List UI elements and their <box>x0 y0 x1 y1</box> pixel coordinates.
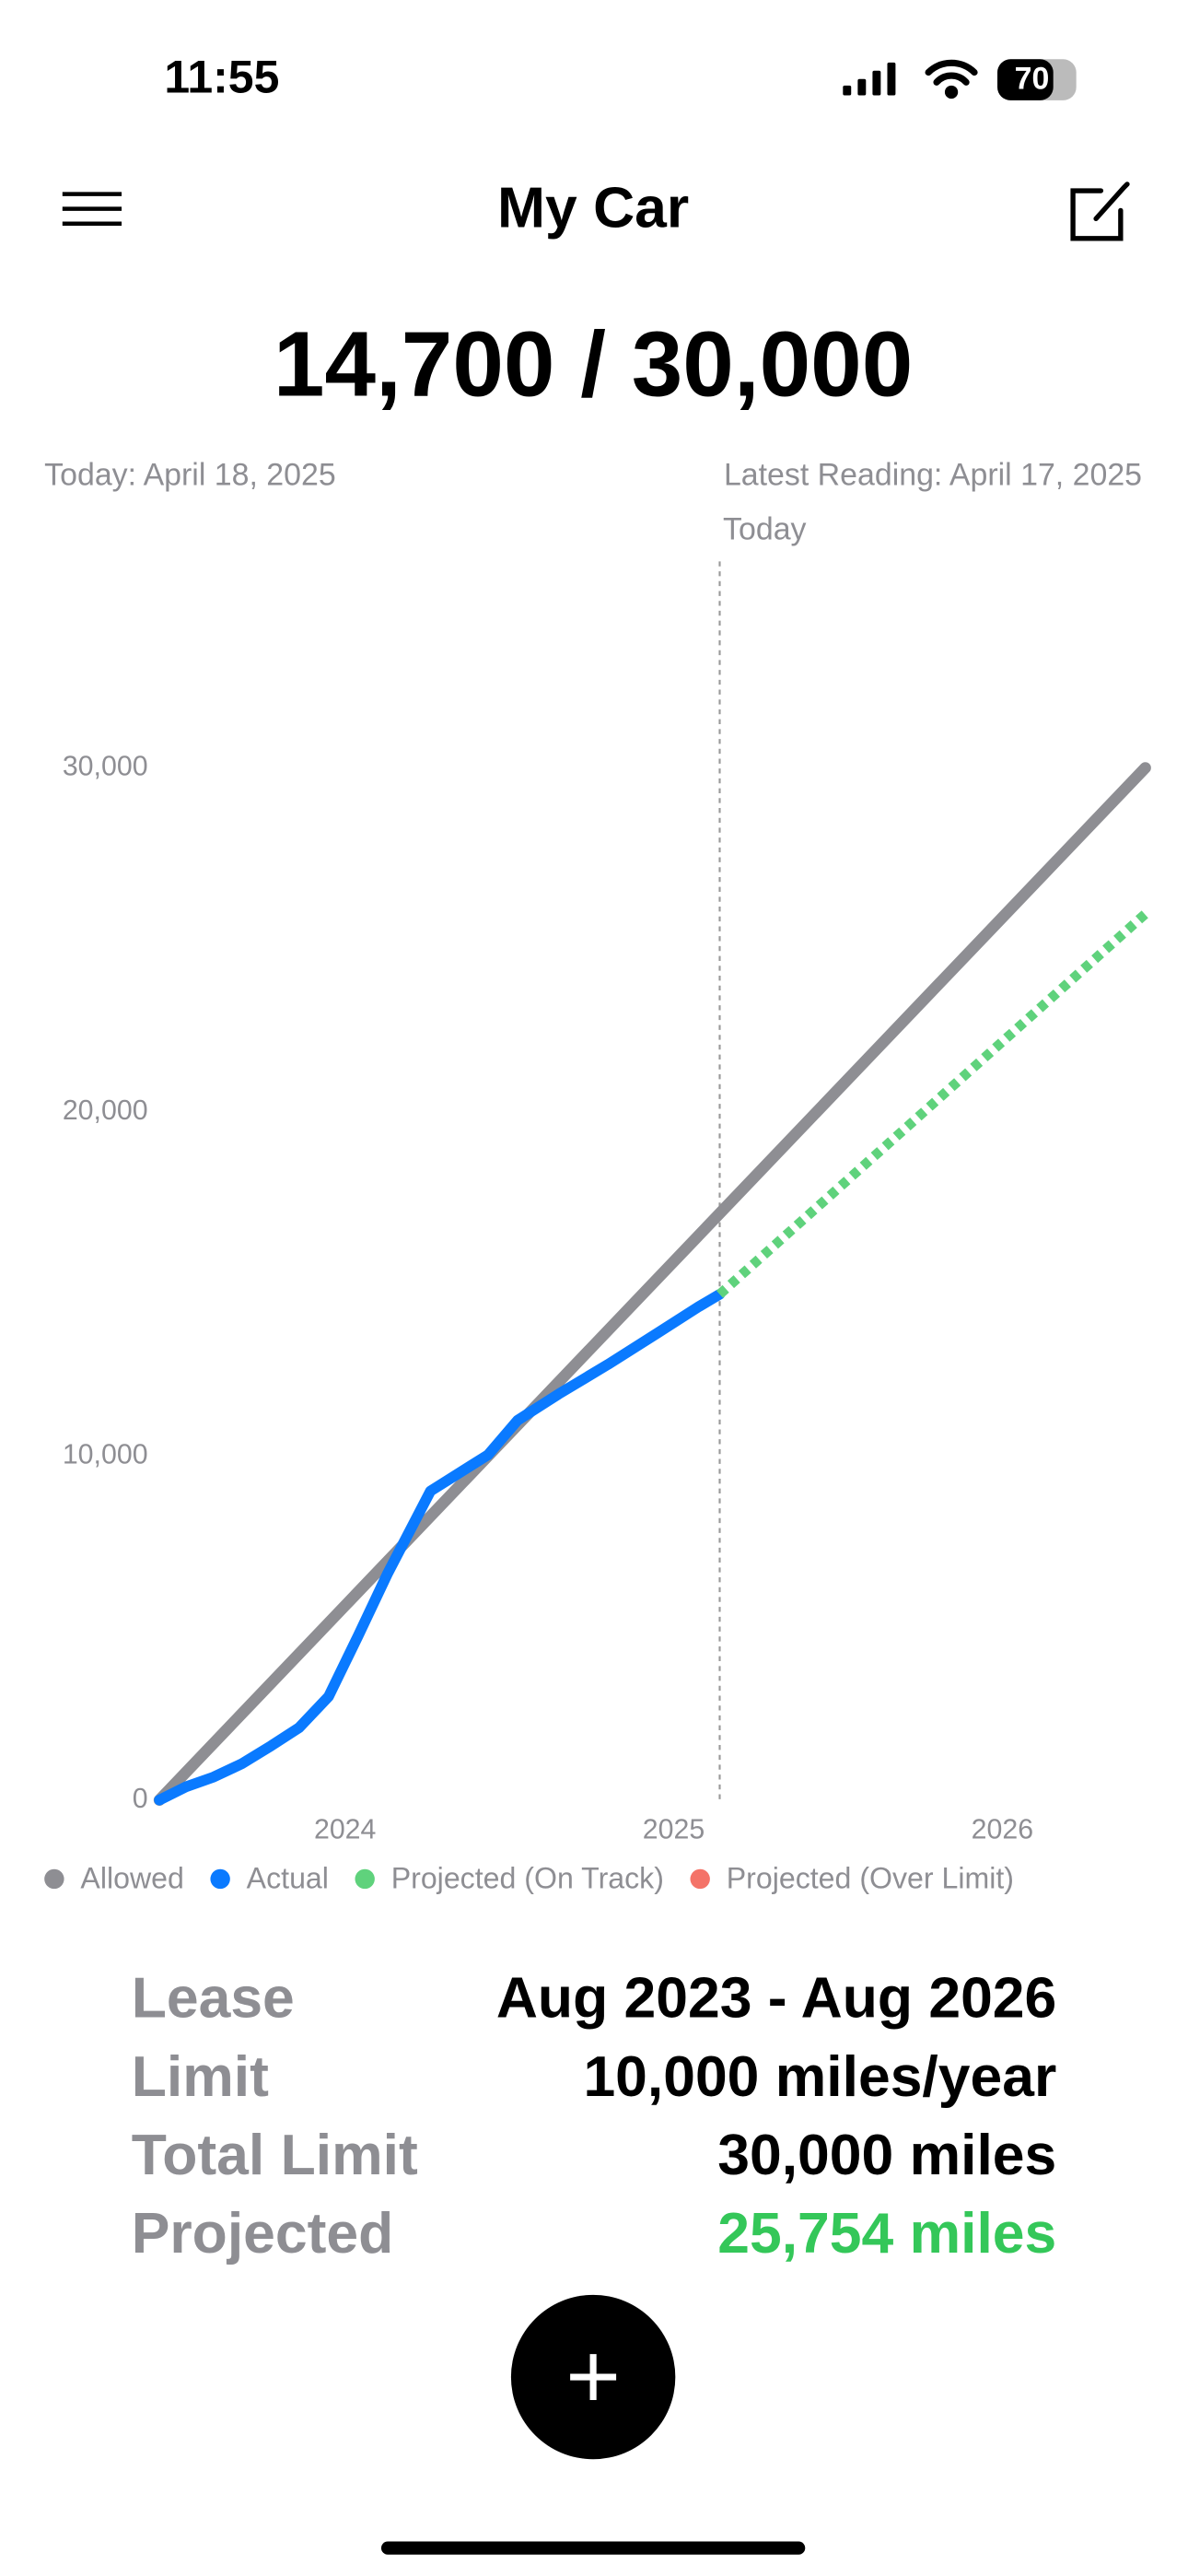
series-line <box>716 910 1149 1298</box>
series-line <box>154 1289 726 1806</box>
legend-label: Projected (Over Limit) <box>727 1862 1014 1895</box>
battery-level <box>997 59 1054 100</box>
legend-label: Actual <box>247 1862 329 1895</box>
detail-label: Lease <box>132 1966 295 2031</box>
details: Lease Aug 2023 - Aug 2026 Limit 10,000 mile… <box>132 1966 1057 2266</box>
today-date: Today: April 18, 2025 <box>44 457 336 492</box>
x-tick-label: 2025 <box>643 1815 705 1845</box>
chart: 0 10,000 20,000 30,000 2024 2025 2026 Today Allo… <box>44 511 1151 1895</box>
series-line <box>153 762 1151 1807</box>
detail-value: Aug 2023 - Aug 2026 <box>496 1966 1056 2031</box>
legend-swatch <box>210 1868 230 1890</box>
y-tick-label: 30,000 <box>63 751 148 781</box>
signal-icon <box>843 62 896 96</box>
detail-value: 25,754 miles <box>717 2201 1056 2266</box>
header-title: My Car <box>497 176 689 240</box>
latest-reading: Latest Reading: April 17, 2025 <box>724 457 1142 492</box>
detail-value: 30,000 miles <box>717 2123 1056 2187</box>
x-tick-label: 2026 <box>972 1815 1033 1845</box>
edit-button[interactable] <box>1070 181 1130 241</box>
y-tick-label: 0 <box>133 1784 148 1814</box>
legend-label: Allowed <box>80 1862 183 1895</box>
battery-text: 70 <box>1015 61 1050 96</box>
legend-swatch <box>44 1868 64 1890</box>
home-indicator <box>380 2541 806 2555</box>
legend-swatch <box>690 1868 710 1890</box>
detail-label: Total Limit <box>132 2123 418 2187</box>
menu-button[interactable] <box>62 192 122 226</box>
legend-swatch <box>355 1868 375 1890</box>
wifi-icon <box>925 59 978 100</box>
today-label: Today <box>723 511 806 546</box>
detail-value: 10,000 miles/year <box>583 2044 1056 2109</box>
detail-label: Limit <box>132 2044 269 2109</box>
y-tick-label: 20,000 <box>63 1095 148 1126</box>
status-time: 11:55 <box>164 52 279 103</box>
y-tick-label: 10,000 <box>63 1439 148 1469</box>
detail-label: Projected <box>132 2201 394 2266</box>
add-button[interactable] <box>510 2294 676 2460</box>
legend-label: Projected (On Track) <box>391 1862 664 1895</box>
x-tick-label: 2024 <box>314 1815 376 1845</box>
mileage-summary: 14,700 / 30,000 <box>274 314 913 416</box>
